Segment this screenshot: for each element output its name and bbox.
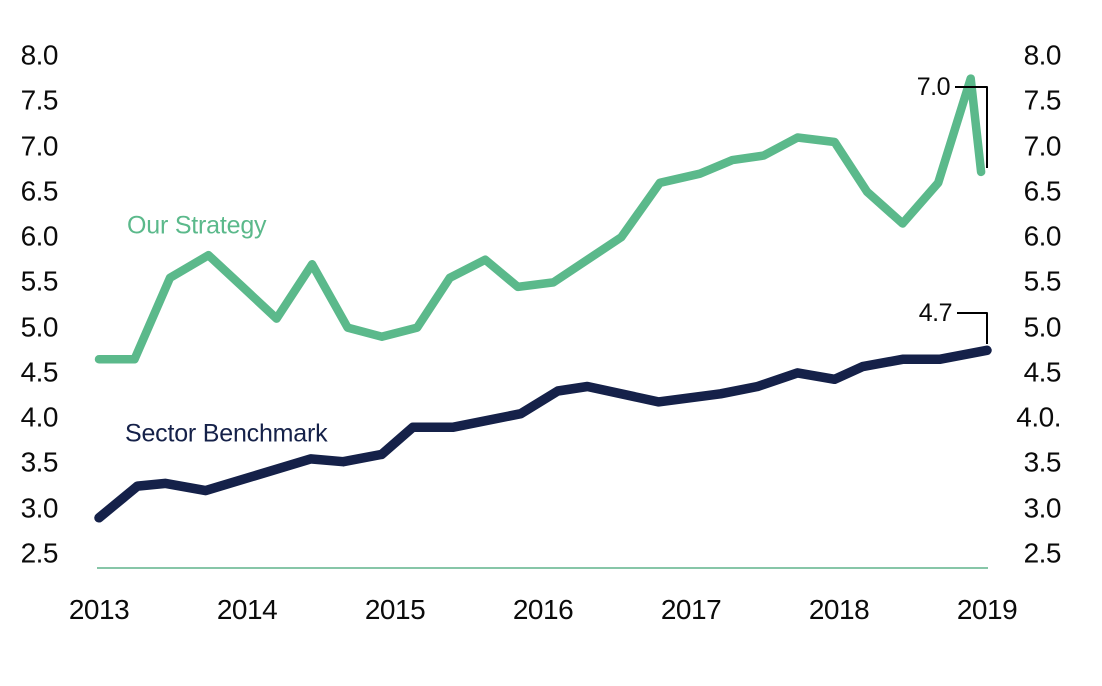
y-tick-right-6.0: 6.0 xyxy=(1023,220,1062,252)
y-tick-left-5.5: 5.5 xyxy=(20,265,59,297)
series-label-our-strategy: Our Strategy xyxy=(127,211,267,240)
y-tick-left-7.5: 7.5 xyxy=(20,84,59,116)
y-tick-right-7.5: 7.5 xyxy=(1023,84,1062,116)
series-line-sector-benchmark xyxy=(94,345,992,523)
y-tick-right-5.0: 5.0 xyxy=(1023,311,1062,343)
y-tick-right-8.0: 8.0 xyxy=(1023,39,1062,71)
y-tick-right-3.5: 3.5 xyxy=(1023,446,1062,478)
y-tick-left-4.5: 4.5 xyxy=(20,356,59,388)
y-tick-right-4.5: 4.5 xyxy=(1023,356,1062,388)
y-tick-right-7.0: 7.0 xyxy=(1023,129,1062,161)
y-tick-left-6.0: 6.0 xyxy=(20,220,59,252)
x-tick-2013: 2013 xyxy=(68,594,130,625)
y-tick-right-6.5: 6.5 xyxy=(1023,175,1062,207)
annotation-bracket-4-7 xyxy=(957,312,988,344)
x-tick-2017: 2017 xyxy=(660,594,722,625)
x-tick-2019: 2019 xyxy=(956,594,1018,625)
x-tick-2016: 2016 xyxy=(512,594,574,625)
annotation-label-4-7: 4.7 xyxy=(918,298,953,327)
x-tick-2015: 2015 xyxy=(364,594,426,625)
y-tick-left-4.0: 4.0 xyxy=(20,401,59,433)
y-tick-left-3.0: 3.0 xyxy=(20,492,59,524)
y-tick-left-7.0: 7.0 xyxy=(20,129,59,161)
y-tick-left-5.0: 5.0 xyxy=(20,311,59,343)
y-tick-left-2.5: 2.5 xyxy=(20,537,59,569)
y-tick-left-6.5: 6.5 xyxy=(20,175,59,207)
x-tick-2018: 2018 xyxy=(808,594,870,625)
y-tick-right-5.5: 5.5 xyxy=(1023,265,1062,297)
y-tick-right-4.0.: 4.0. xyxy=(1016,401,1061,433)
annotation-label-7-0: 7.0 xyxy=(916,72,951,101)
y-tick-right-2.5: 2.5 xyxy=(1023,537,1062,569)
y-tick-left-3.5: 3.5 xyxy=(20,446,59,478)
series-line-our-strategy xyxy=(94,74,986,364)
y-tick-left-8.0: 8.0 xyxy=(20,39,59,71)
y-tick-right-3.0: 3.0 xyxy=(1023,492,1062,524)
annotation-bracket-7-0 xyxy=(955,86,988,168)
x-tick-2014: 2014 xyxy=(216,594,278,625)
series-label-sector-benchmark: Sector Benchmark xyxy=(125,419,328,448)
